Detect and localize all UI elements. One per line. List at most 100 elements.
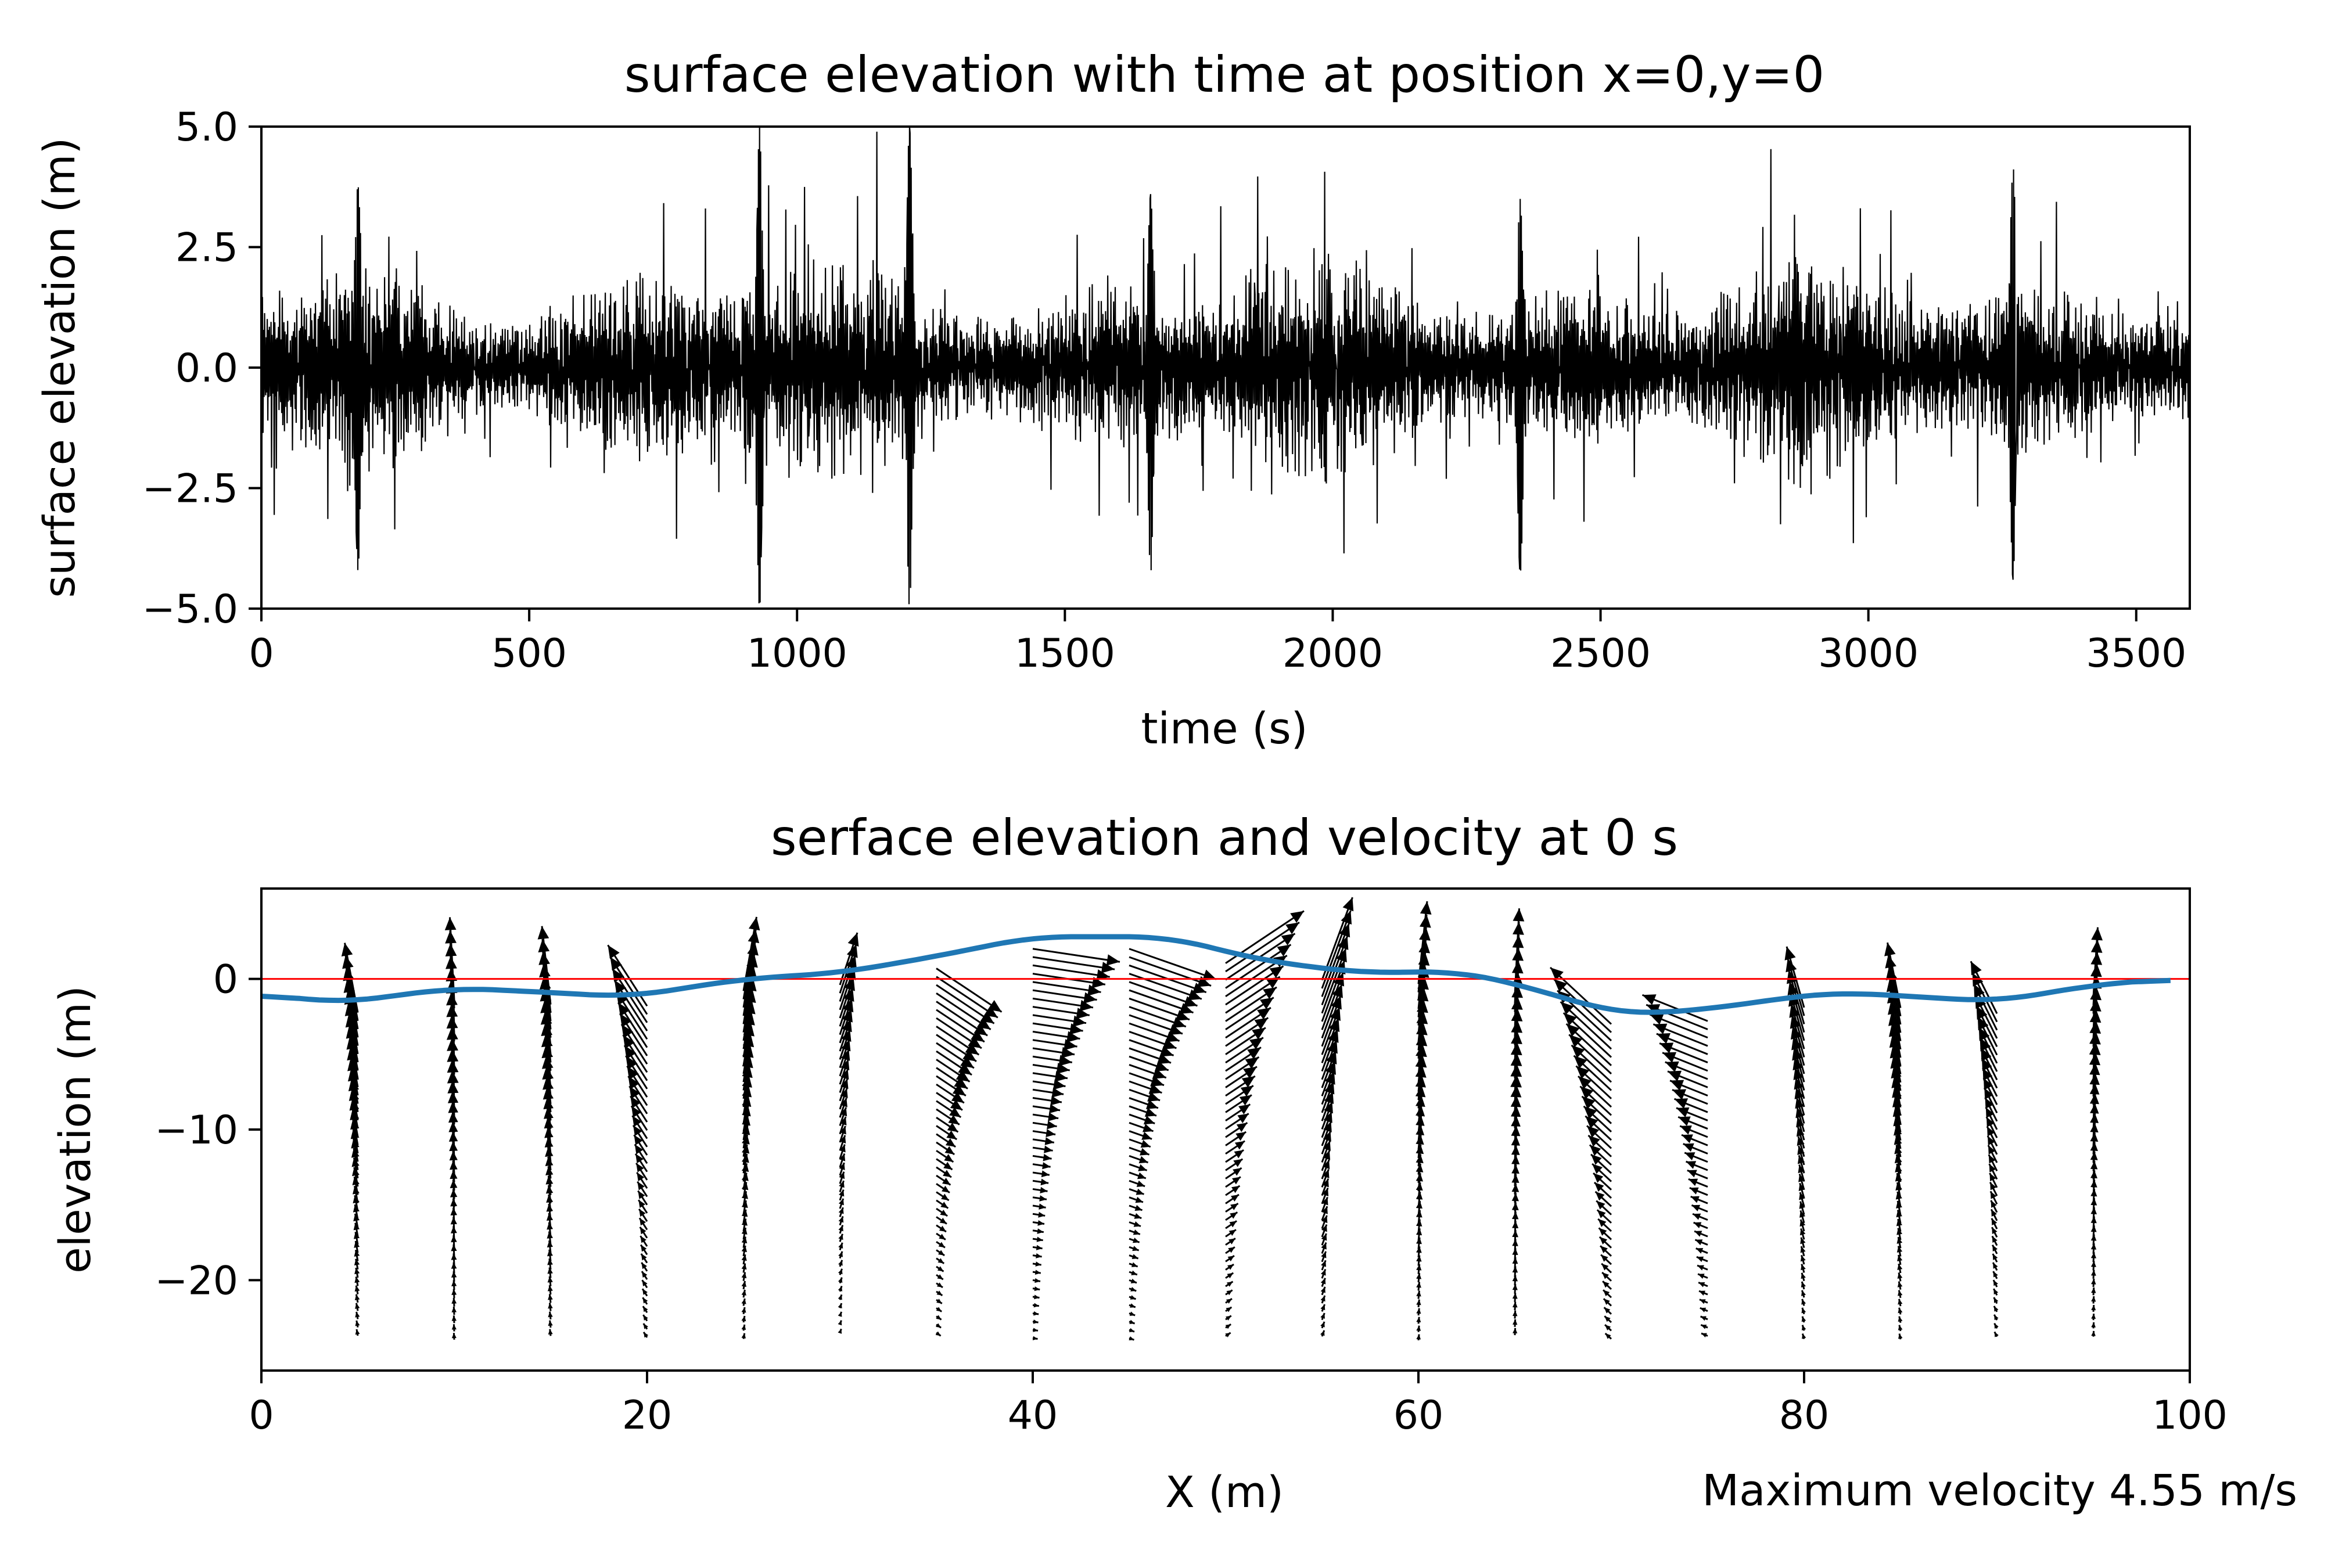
velocity-arrow-head bbox=[1596, 1200, 1605, 1210]
velocity-arrow-head bbox=[1416, 1237, 1422, 1245]
velocity-arrow-head bbox=[1602, 1272, 1610, 1279]
velocity-arrow-head bbox=[1053, 1079, 1066, 1090]
velocity-arrow-head bbox=[2090, 1189, 2097, 1197]
velocity-arrow-head bbox=[542, 1066, 554, 1080]
velocity-arrow-head bbox=[1051, 1087, 1064, 1098]
velocity-arrow-head bbox=[1694, 1231, 1702, 1237]
velocity-arrow-head bbox=[543, 1077, 554, 1090]
velocity-arrow-head bbox=[1513, 1319, 1518, 1325]
velocity-arrow-head bbox=[451, 1315, 457, 1321]
velocity-arrow-head bbox=[447, 1049, 459, 1062]
velocity-arrow-head bbox=[954, 1077, 968, 1089]
velocity-arrow-head bbox=[1799, 1210, 1806, 1218]
velocity-arrow-head bbox=[1801, 1307, 1806, 1314]
velocity-arrow-head bbox=[1896, 1228, 1903, 1235]
velocity-arrow-head bbox=[838, 1251, 843, 1257]
velocity-arrow-head bbox=[1417, 999, 1428, 1013]
velocity-arrow-head bbox=[448, 1112, 458, 1123]
velocity-arrow-head bbox=[936, 1290, 943, 1296]
velocity-arrow-head bbox=[345, 1013, 357, 1028]
velocity-arrow-head bbox=[1227, 1272, 1234, 1279]
velocity-arrow-head bbox=[1232, 1177, 1241, 1185]
velocity-arrow-head bbox=[1238, 1104, 1251, 1114]
velocity-arrow-head bbox=[343, 967, 354, 981]
velocity-arrow-head bbox=[1686, 1161, 1697, 1169]
velocity-arrow-head bbox=[1605, 1325, 1611, 1330]
velocity-arrow-head bbox=[1698, 1274, 1705, 1279]
velocity-arrow-head bbox=[1415, 1075, 1426, 1088]
velocity-arrow-head bbox=[1147, 1091, 1161, 1102]
velocity-arrow-head bbox=[447, 1038, 458, 1051]
velocity-arrow-head bbox=[1603, 1290, 1610, 1297]
velocity-arrow-head bbox=[451, 1307, 457, 1312]
velocity-arrow-shaft bbox=[1129, 973, 1202, 1000]
velocity-arrow-head bbox=[1793, 1067, 1804, 1080]
velocity-arrow-head bbox=[353, 1222, 360, 1231]
velocity-arrow-head bbox=[1799, 1192, 1805, 1200]
velocity-arrow-head bbox=[742, 1105, 751, 1117]
chart1-x-ticks: 0 500 1000 1500 2000 2500 3000 3500 bbox=[249, 609, 2186, 677]
velocity-arrow-head bbox=[1234, 1150, 1244, 1159]
chart1-y-ticks: 5.0 2.5 0.0 −2.5 −5.0 bbox=[142, 105, 261, 632]
velocity-arrow-head bbox=[742, 1095, 752, 1107]
velocity-arrow-shaft bbox=[1549, 966, 1612, 1025]
velocity-arrow-head bbox=[1680, 1125, 1692, 1135]
velocity-arrow-head bbox=[451, 1324, 457, 1330]
velocity-arrow-head bbox=[1033, 1319, 1039, 1324]
velocity-arrow-head bbox=[1321, 1197, 1328, 1206]
velocity-arrow-head bbox=[1040, 1186, 1048, 1193]
velocity-arrow-head bbox=[2090, 987, 2102, 1001]
velocity-arrow-head bbox=[838, 1207, 844, 1214]
velocity-arrow-head bbox=[354, 1285, 360, 1292]
velocity-arrow-head bbox=[1798, 1164, 1805, 1174]
velocity-arrow-head bbox=[2090, 1152, 2098, 1160]
velocity-column bbox=[1032, 948, 1120, 1340]
velocity-arrow-head bbox=[1693, 1222, 1702, 1229]
velocity-arrow-head bbox=[943, 1170, 951, 1178]
velocity-arrow-head bbox=[2090, 1179, 2097, 1188]
velocity-arrow-head bbox=[1787, 981, 1799, 996]
velocity-arrow-head bbox=[1322, 1178, 1329, 1188]
velocity-arrow-head bbox=[2090, 1123, 2099, 1133]
velocity-arrow-head bbox=[1416, 1201, 1422, 1209]
velocity-arrow-head bbox=[1510, 1074, 1522, 1088]
velocity-arrow-head bbox=[840, 1059, 850, 1070]
velocity-arrow-head bbox=[839, 1189, 845, 1197]
velocity-arrow-head bbox=[1192, 983, 1206, 994]
velocity-arrow-head bbox=[2091, 1330, 2096, 1336]
velocity-arrow-head bbox=[947, 1123, 958, 1132]
velocity-arrow-head bbox=[1165, 1031, 1180, 1042]
velocity-arrow-head bbox=[446, 1004, 458, 1017]
velocity-arrow-head bbox=[353, 1204, 360, 1213]
velocity-arrow-head bbox=[447, 1059, 459, 1073]
velocity-arrow-head bbox=[951, 1092, 964, 1103]
velocity-arrow-head bbox=[1240, 1085, 1253, 1097]
velocity-arrow-head bbox=[1574, 1055, 1587, 1069]
chart1-series bbox=[260, 126, 2191, 605]
velocity-arrow-head bbox=[1513, 922, 1524, 935]
velocity-arrow-head bbox=[1054, 1071, 1068, 1083]
velocity-arrow-head bbox=[1592, 1163, 1603, 1174]
velocity-arrow-head bbox=[352, 1177, 360, 1185]
velocity-arrow-head bbox=[1688, 1178, 1698, 1186]
velocity-arrow-head bbox=[1988, 1145, 1996, 1155]
velocity-arrow-head bbox=[1668, 1070, 1682, 1082]
velocity-arrow-head bbox=[623, 1035, 635, 1049]
velocity-arrow-head bbox=[1269, 966, 1284, 979]
velocity-arrow-head bbox=[451, 1297, 457, 1304]
velocity-arrow-head bbox=[1416, 1334, 1421, 1340]
velocity-arrow-head bbox=[1576, 1066, 1590, 1079]
velocity-arrow-head bbox=[1339, 923, 1350, 938]
velocity-arrow-head bbox=[1886, 978, 1898, 992]
velocity-arrow-head bbox=[1137, 1172, 1146, 1179]
velocity-arrow-head bbox=[1889, 1034, 1901, 1048]
velocity-arrow-head bbox=[2089, 1093, 2099, 1105]
velocity-arrow-head bbox=[940, 1202, 949, 1209]
velocity-arrow-head bbox=[1689, 1187, 1699, 1195]
velocity-arrow-head bbox=[2090, 1243, 2097, 1250]
velocity-arrow-head bbox=[839, 1144, 846, 1153]
velocity-arrow-head bbox=[1510, 1063, 1522, 1077]
velocity-arrow-head bbox=[1802, 1333, 1806, 1339]
velocity-arrow-head bbox=[1511, 997, 1523, 1010]
